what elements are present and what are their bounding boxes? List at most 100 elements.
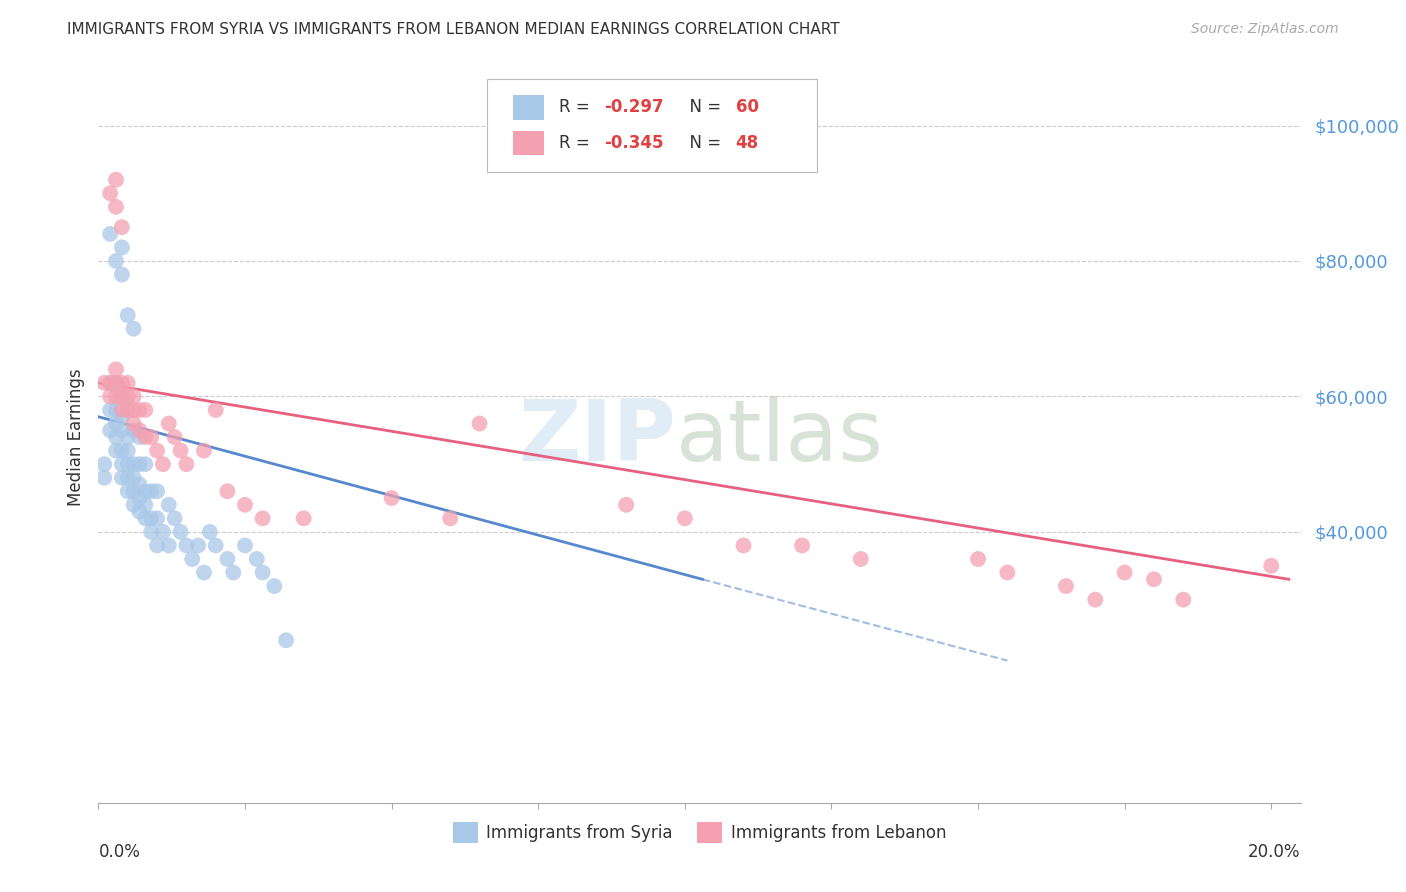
Point <box>169 443 191 458</box>
Point <box>163 430 186 444</box>
Point <box>141 484 163 499</box>
Point <box>217 552 239 566</box>
Text: N =: N = <box>679 134 727 152</box>
Point <box>468 417 491 431</box>
Point <box>117 376 139 390</box>
Point <box>128 477 150 491</box>
Point <box>141 430 163 444</box>
Point <box>233 538 256 552</box>
Point <box>157 498 180 512</box>
Point <box>111 409 134 424</box>
Point <box>146 443 169 458</box>
Point <box>193 443 215 458</box>
Point <box>292 511 315 525</box>
Point <box>152 457 174 471</box>
Point <box>105 376 128 390</box>
Point <box>146 484 169 499</box>
Point <box>163 511 186 525</box>
Point <box>246 552 269 566</box>
Point <box>1054 579 1077 593</box>
Point <box>1173 592 1195 607</box>
Point <box>790 538 813 552</box>
Text: ZIP: ZIP <box>517 395 675 479</box>
Point <box>93 471 115 485</box>
FancyBboxPatch shape <box>486 78 817 172</box>
Point <box>105 389 128 403</box>
Point <box>122 484 145 499</box>
Point <box>181 552 204 566</box>
Point <box>614 498 637 512</box>
Point <box>111 403 134 417</box>
Point <box>117 471 139 485</box>
Text: atlas: atlas <box>675 395 883 479</box>
Point <box>122 403 145 417</box>
Point <box>274 633 297 648</box>
Point <box>128 457 150 471</box>
Point <box>105 403 128 417</box>
Point <box>93 457 115 471</box>
Point <box>381 491 404 505</box>
Point <box>111 240 134 254</box>
Point <box>122 417 145 431</box>
Point <box>128 423 150 437</box>
Point <box>128 430 150 444</box>
Point <box>967 552 990 566</box>
Text: 0.0%: 0.0% <box>98 843 141 861</box>
Point <box>141 511 163 525</box>
Point <box>252 511 274 525</box>
Point <box>222 566 245 580</box>
Point <box>128 403 150 417</box>
Point <box>111 443 134 458</box>
Text: 20.0%: 20.0% <box>1249 843 1301 861</box>
Point <box>117 484 139 499</box>
Point <box>134 430 156 444</box>
Point <box>134 511 156 525</box>
Point <box>105 376 128 390</box>
Point <box>157 538 180 552</box>
Text: -0.345: -0.345 <box>605 134 664 152</box>
Point <box>193 566 215 580</box>
Y-axis label: Median Earnings: Median Earnings <box>66 368 84 506</box>
Text: 60: 60 <box>735 98 759 116</box>
Text: N =: N = <box>679 98 727 116</box>
Point <box>217 484 239 499</box>
Point <box>122 389 145 403</box>
Point <box>204 403 226 417</box>
Text: 48: 48 <box>735 134 759 152</box>
Point <box>1143 572 1166 586</box>
Point <box>134 457 156 471</box>
Bar <box>513 95 544 120</box>
Point <box>98 227 121 241</box>
Point <box>98 403 121 417</box>
Point <box>105 172 128 186</box>
Point <box>117 308 139 322</box>
Point <box>117 443 139 458</box>
Point <box>733 538 755 552</box>
Point <box>198 524 221 539</box>
Text: R =: R = <box>558 134 595 152</box>
Point <box>146 538 169 552</box>
Point <box>1084 592 1107 607</box>
Point <box>122 322 145 336</box>
Point <box>146 511 169 525</box>
Point <box>111 423 134 437</box>
Point <box>111 471 134 485</box>
Point <box>1260 558 1282 573</box>
Point <box>176 457 198 471</box>
Point <box>122 423 145 437</box>
Point <box>439 511 461 525</box>
Point <box>122 471 145 485</box>
Point <box>98 389 121 403</box>
Point <box>105 430 128 444</box>
Point <box>105 200 128 214</box>
Point <box>128 491 150 505</box>
Text: R =: R = <box>558 98 595 116</box>
Point <box>117 389 139 403</box>
Point <box>117 457 139 471</box>
Text: -0.297: -0.297 <box>605 98 664 116</box>
Point <box>233 498 256 512</box>
Point <box>134 498 156 512</box>
Point <box>122 498 145 512</box>
Point <box>93 376 115 390</box>
Point <box>98 186 121 201</box>
